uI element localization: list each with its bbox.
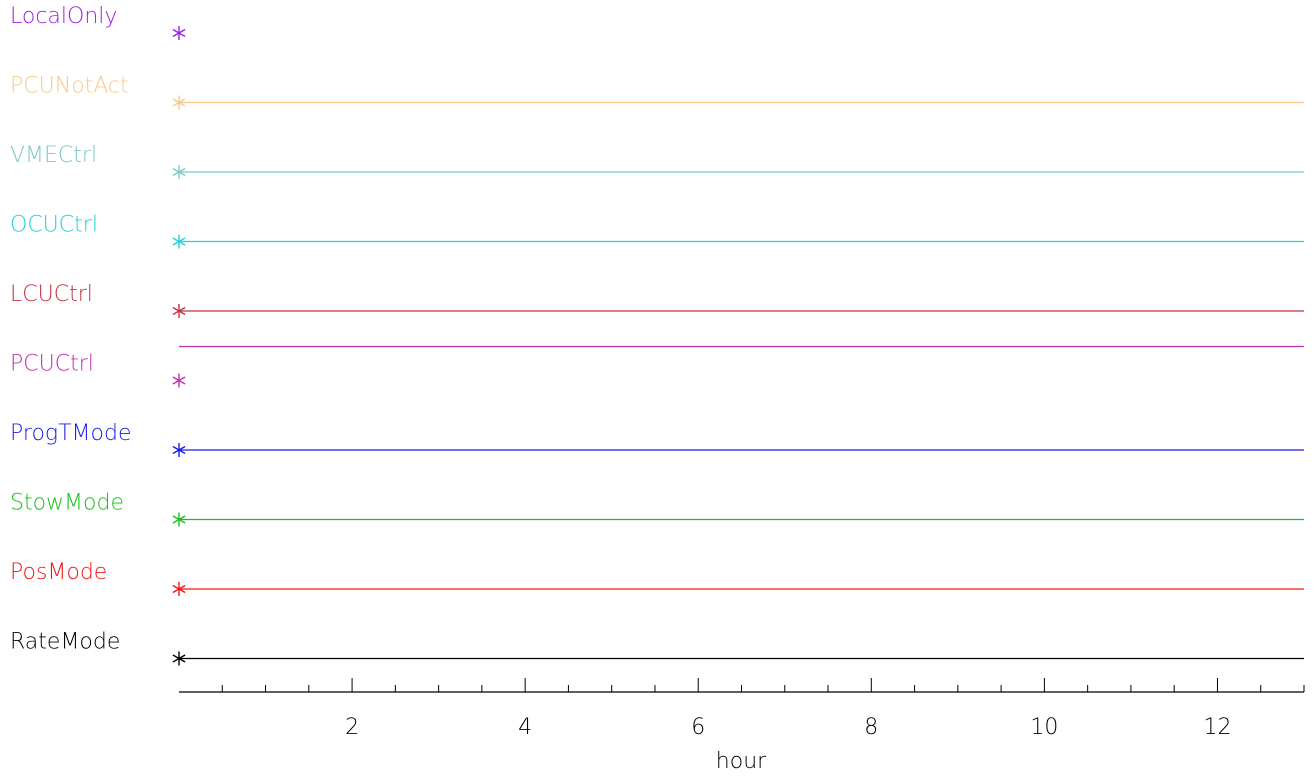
series-row-posmode: PosMode xyxy=(10,560,1304,596)
asterisk-marker xyxy=(172,95,186,110)
x-tick-label: 8 xyxy=(864,715,878,740)
series-row-ocuctrl: OCUCtrl xyxy=(10,213,1304,249)
asterisk-marker xyxy=(172,651,186,666)
x-axis: 2 4 6 8 10 12 xyxy=(179,678,1305,740)
series-row-progtmode: ProgTMode xyxy=(10,421,1304,457)
series-label: ProgTMode xyxy=(10,421,131,446)
series-layer: LocalOnly PCUNotAct VMECtrl OCUCtrl LCUCtrl P… xyxy=(10,4,1304,666)
series-label: LCUCtrl xyxy=(10,282,93,307)
series-row-pcunotact: PCUNotAct xyxy=(10,74,1304,110)
x-tick-label: 12 xyxy=(1203,715,1231,740)
asterisk-marker xyxy=(172,582,186,596)
series-label: VMECtrl xyxy=(10,143,97,168)
x-tick-label: 6 xyxy=(691,715,705,740)
x-tick-label: 2 xyxy=(345,715,359,740)
x-tick-label: 10 xyxy=(1030,715,1058,740)
series-label: PCUCtrl xyxy=(10,352,94,377)
series-row-pcuctrl: PCUCtrl xyxy=(10,345,1304,388)
asterisk-marker xyxy=(172,512,186,527)
series-row-ratemode: RateMode xyxy=(10,630,1304,666)
series-label: RateMode xyxy=(10,630,120,655)
series-label: LocalOnly xyxy=(10,4,117,29)
asterisk-marker xyxy=(172,304,186,318)
series-row-lcuctrl: LCUCtrl xyxy=(10,282,1304,318)
x-axis-label: hour xyxy=(716,749,767,774)
series-row-vmectrl: VMECtrl xyxy=(10,143,1304,179)
series-row-stowmode: StowMode xyxy=(10,491,1304,527)
asterisk-marker xyxy=(172,26,186,40)
series-label: OCUCtrl xyxy=(10,213,98,238)
series-label: StowMode xyxy=(10,491,124,516)
series-label: PCUNotAct xyxy=(10,74,129,99)
series-row-localonly: LocalOnly xyxy=(10,4,186,40)
asterisk-marker xyxy=(172,165,186,179)
asterisk-marker xyxy=(172,443,186,457)
asterisk-marker xyxy=(172,234,186,249)
series-label: PosMode xyxy=(10,560,107,585)
asterisk-marker xyxy=(172,373,186,388)
x-tick-label: 4 xyxy=(518,715,532,740)
